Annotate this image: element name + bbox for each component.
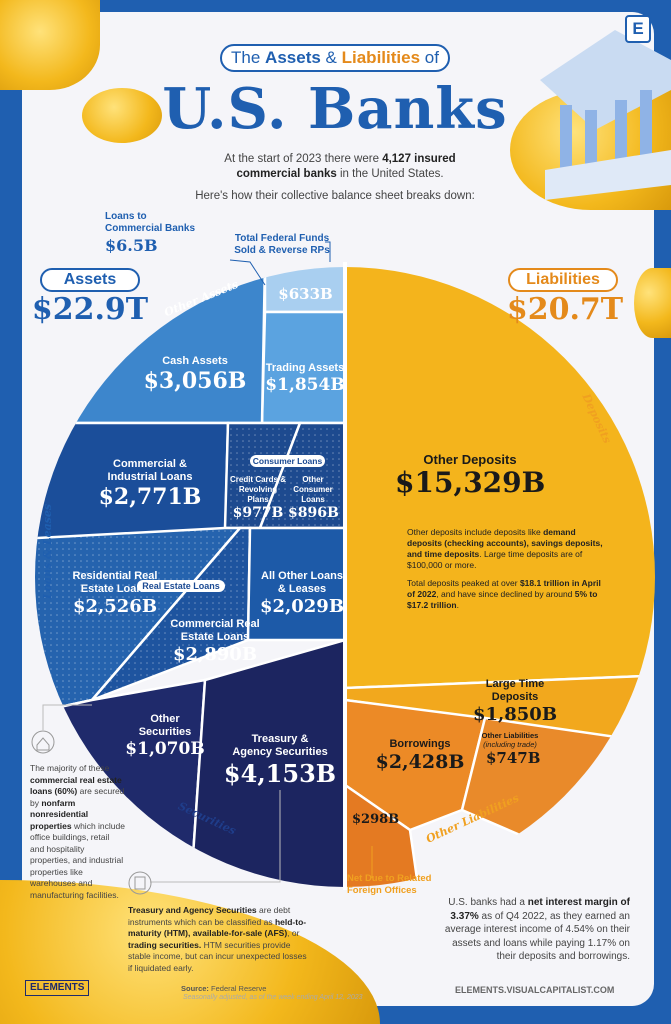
elements-logo: E <box>625 15 651 43</box>
title-word: & <box>325 48 337 67</box>
credit-cards-label: Credit Cards & Revolving Plans $977B <box>229 475 286 521</box>
liabilities-pill: Liabilities <box>508 268 618 292</box>
assets-total: $22.9T <box>31 292 149 327</box>
title-liabilities: Liabilities <box>341 48 421 67</box>
assets-pill: Assets <box>40 268 140 292</box>
ci-loans-label: Commercial & Industrial Loans $2,771B <box>98 458 202 510</box>
fed-funds-label: Total Federal Funds Sold & Reverse RPs <box>234 233 330 256</box>
intro-line2: Here's how their collective balance shee… <box>195 190 475 202</box>
other-liabilities-label: Other Liabilities (including trade) $747B <box>481 731 541 767</box>
bank-building-icon <box>540 30 671 200</box>
page-title: U.S. Banks <box>162 76 508 142</box>
residential-re-label: Residential Real Estate Loans $2,526B <box>72 570 158 617</box>
title-word: The <box>231 48 261 67</box>
liabilities-total: $20.7T <box>506 292 624 327</box>
fed-funds-value: $633B <box>278 285 333 303</box>
title-assets: Assets <box>265 48 321 67</box>
all-other-loans-label: All Other Loans & Leases $2,029B <box>259 570 345 617</box>
coin-icon <box>0 0 100 90</box>
loans-commercial-banks-label: Loans to Commercial Banks $6.5B <box>105 211 196 255</box>
nim-note: U.S. banks had a net interest margin of … <box>444 897 630 962</box>
site-url[interactable]: ELEMENTS.VISUALCAPITALIST.COM <box>455 985 615 995</box>
intro-text: At the start of 2023 there were 4,127 in… <box>224 153 456 180</box>
real-estate-loans-pill: Real Estate Loans <box>137 580 225 592</box>
other-deposits-label: Other Deposits $15,329B <box>395 452 546 499</box>
treasury-note: Treasury and Agency Securities are debt … <box>128 905 307 973</box>
net-due-foreign-label: Net Due to Related Foreign Offices <box>347 873 432 896</box>
treasury-securities-label: Treasury & Agency Securities $4,153B <box>223 733 337 788</box>
source-text: Source: Federal Reserve <box>181 984 267 993</box>
elements-brand: ELEMENTS <box>25 980 90 996</box>
group-label-loans-leases: Loans & Leases <box>41 503 55 600</box>
coin-icon <box>634 268 671 338</box>
consumer-loans-pill: Consumer Loans <box>250 455 325 467</box>
trading-assets-label: Trading Assets $1,854B <box>265 362 345 395</box>
net-due-foreign-value: $298B <box>352 812 400 827</box>
other-consumer-label: Other Consumer Loans $896B <box>288 475 339 521</box>
cre-note: The majority of these commercial real es… <box>30 763 125 900</box>
leader-line <box>42 704 92 730</box>
slice-treasury-securities <box>188 638 347 887</box>
large-time-deposits-label: Large Time Deposits $1,850B <box>472 678 558 725</box>
other-deposits-note: Other deposits include deposits like dem… <box>407 527 603 610</box>
certificate-icon <box>128 871 152 895</box>
leader-line <box>150 790 281 883</box>
leader-line <box>325 241 331 262</box>
title-word: of <box>424 48 439 67</box>
borrowings-label: Borrowings $2,428B <box>375 738 465 773</box>
other-securities-label: Other Securities $1,070B <box>125 713 205 759</box>
coin-icon <box>82 88 162 143</box>
source-note: Seasonally adjusted, as of the week endi… <box>183 994 363 1001</box>
house-icon <box>31 730 55 754</box>
leader-line <box>229 259 266 286</box>
commercial-re-label: Commercial Real Estate Loans $2,890B <box>170 618 260 665</box>
title-pill: The Assets & Liabilities of <box>220 44 450 72</box>
cash-assets-label: Cash Assets $3,056B <box>143 355 247 394</box>
